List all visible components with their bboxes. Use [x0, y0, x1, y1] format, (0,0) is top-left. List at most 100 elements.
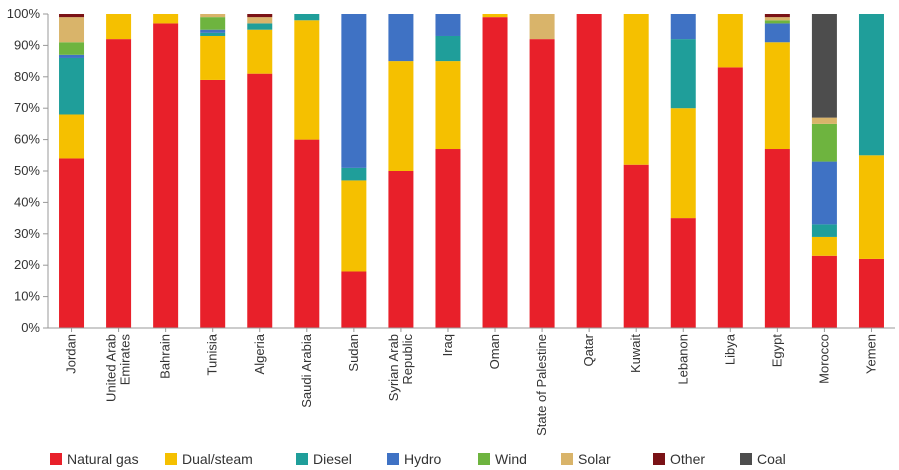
bar-segment-hydro-syrian-arab-republic	[388, 14, 414, 62]
x-tick-label: Jordan	[64, 334, 79, 374]
bar-segment-wind-egypt	[764, 20, 790, 24]
bar-segment-diesel-jordan	[59, 57, 85, 115]
legend-swatch	[165, 453, 177, 465]
bar-segment-natural-gas-united-arab-emirates	[106, 39, 132, 329]
legend-item-diesel: Diesel	[296, 451, 352, 467]
bar-segment-wind-jordan	[59, 42, 85, 55]
x-tick-label: Morocco	[816, 334, 831, 384]
bar-segment-diesel-yemen	[858, 14, 884, 156]
x-tick-label: Egypt	[769, 334, 784, 368]
bar-stack-kuwait	[623, 14, 649, 328]
legend-label: Solar	[578, 451, 611, 467]
y-tick-label: 30%	[14, 226, 40, 241]
bar-segment-natural-gas-saudi-arabia	[294, 139, 320, 328]
bar-segment-diesel-algeria	[247, 23, 273, 30]
x-tick-label: Sudan	[346, 334, 361, 372]
x-tick-label: Iraq	[440, 334, 455, 356]
bar-segment-diesel-iraq	[435, 35, 461, 62]
bar-segment-hydro-morocco	[811, 161, 837, 225]
x-tick-label: United Arab	[104, 334, 119, 402]
bar-stack-jordan	[59, 14, 85, 328]
bar-stack-united-arab-emirates	[106, 14, 132, 329]
y-tick-label: 90%	[14, 37, 40, 52]
legend-item-natural-gas: Natural gas	[50, 451, 139, 467]
x-tick-label: Algeria	[252, 333, 267, 374]
bar-stack-qatar	[576, 14, 602, 328]
bar-stack-egypt	[764, 14, 790, 328]
bar-segment-diesel-saudi-arabia	[294, 14, 320, 21]
x-tick-label: Yemen	[863, 334, 878, 374]
legend-label: Dual/steam	[182, 451, 253, 467]
bar-segment-hydro-sudan	[341, 14, 367, 168]
bar-segment-solar-egypt	[764, 17, 790, 21]
x-tick-label: Republic	[400, 334, 415, 385]
legend-label: Natural gas	[67, 451, 139, 467]
legend-label: Coal	[757, 451, 786, 467]
bar-segment-natural-gas-yemen	[858, 258, 884, 328]
bar-segment-solar-morocco	[811, 117, 837, 124]
bar-segment-dual-steam-jordan	[59, 114, 85, 159]
legend-item-coal: Coal	[740, 451, 786, 467]
bar-segment-wind-morocco	[811, 123, 837, 162]
bar-stack-tunisia	[200, 14, 226, 328]
legend-item-dual-steam: Dual/steam	[165, 451, 253, 467]
legend-item-other: Other	[653, 451, 705, 467]
bar-segment-diesel-lebanon	[670, 39, 696, 109]
legend-label: Diesel	[313, 451, 352, 467]
bar-stack-yemen	[858, 14, 884, 328]
bar-segment-natural-gas-egypt	[764, 149, 790, 328]
x-tick-label: Emirates	[118, 334, 133, 386]
legend-swatch	[653, 453, 665, 465]
bar-segment-natural-gas-tunisia	[200, 79, 226, 328]
legend-swatch	[50, 453, 62, 465]
bar-segment-hydro-lebanon	[670, 14, 696, 40]
bar-segment-dual-steam-kuwait	[623, 14, 649, 165]
bar-segment-dual-steam-morocco	[811, 236, 837, 256]
bar-segment-other-jordan	[59, 14, 85, 18]
y-axis: 0% 10% 20% 30% 40% 50% 60% 70% 80% 90% 100%	[7, 6, 49, 335]
bar-stack-libya	[717, 14, 743, 328]
y-tick-label: 100%	[7, 6, 41, 21]
legend-swatch	[561, 453, 573, 465]
x-tick-label: Oman	[487, 334, 502, 369]
y-tick-label: 60%	[14, 132, 40, 147]
bar-stack-lebanon	[670, 14, 696, 328]
legend: Natural gas Dual/steam Diesel Hydro Wind Sola…	[50, 451, 786, 467]
bar-stack-state-of-palestine	[529, 14, 555, 329]
x-tick-label: Saudi Arabia	[299, 333, 314, 407]
bar-segment-solar-jordan	[59, 17, 85, 43]
bar-segment-dual-steam-iraq	[435, 61, 461, 150]
bar-segment-natural-gas-sudan	[341, 271, 367, 328]
bar-segment-hydro-tunisia	[200, 29, 226, 33]
x-tick-label: Bahrain	[158, 334, 173, 379]
bar-stack-bahrain	[153, 14, 179, 328]
bar-segment-dual-steam-sudan	[341, 180, 367, 272]
bar-segment-coal-morocco	[811, 14, 837, 118]
bar-segment-natural-gas-syrian-arab-republic	[388, 171, 414, 328]
legend-swatch	[740, 453, 752, 465]
bar-segment-diesel-sudan	[341, 167, 367, 181]
bar-segment-other-algeria	[247, 14, 273, 18]
bar-segment-hydro-egypt	[764, 23, 790, 43]
y-tick-label: 50%	[14, 163, 40, 178]
x-tick-label: Libya	[722, 333, 737, 365]
bar-stack-syrian-arab-republic	[388, 14, 414, 328]
legend-item-wind: Wind	[478, 451, 527, 467]
bar-segment-natural-gas-kuwait	[623, 164, 649, 328]
bar-segment-hydro-iraq	[435, 14, 461, 36]
x-tick-label: State of Palestine	[534, 334, 549, 436]
bar-segment-natural-gas-lebanon	[670, 218, 696, 328]
bar-segment-dual-steam-lebanon	[670, 108, 696, 219]
bar-segment-dual-steam-algeria	[247, 29, 273, 74]
y-tick-label: 20%	[14, 257, 40, 272]
bar-segment-solar-state-of-palestine	[529, 14, 555, 40]
bar-segment-diesel-tunisia	[200, 32, 226, 36]
y-tick-label: 40%	[14, 194, 40, 209]
bar-segment-dual-steam-oman	[482, 14, 508, 18]
x-tick-label: Tunisia	[205, 333, 220, 375]
bar-segment-natural-gas-jordan	[59, 158, 85, 328]
bar-segment-natural-gas-bahrain	[153, 23, 179, 328]
bar-segment-dual-steam-tunisia	[200, 35, 226, 80]
bar-segment-diesel-morocco	[811, 224, 837, 237]
